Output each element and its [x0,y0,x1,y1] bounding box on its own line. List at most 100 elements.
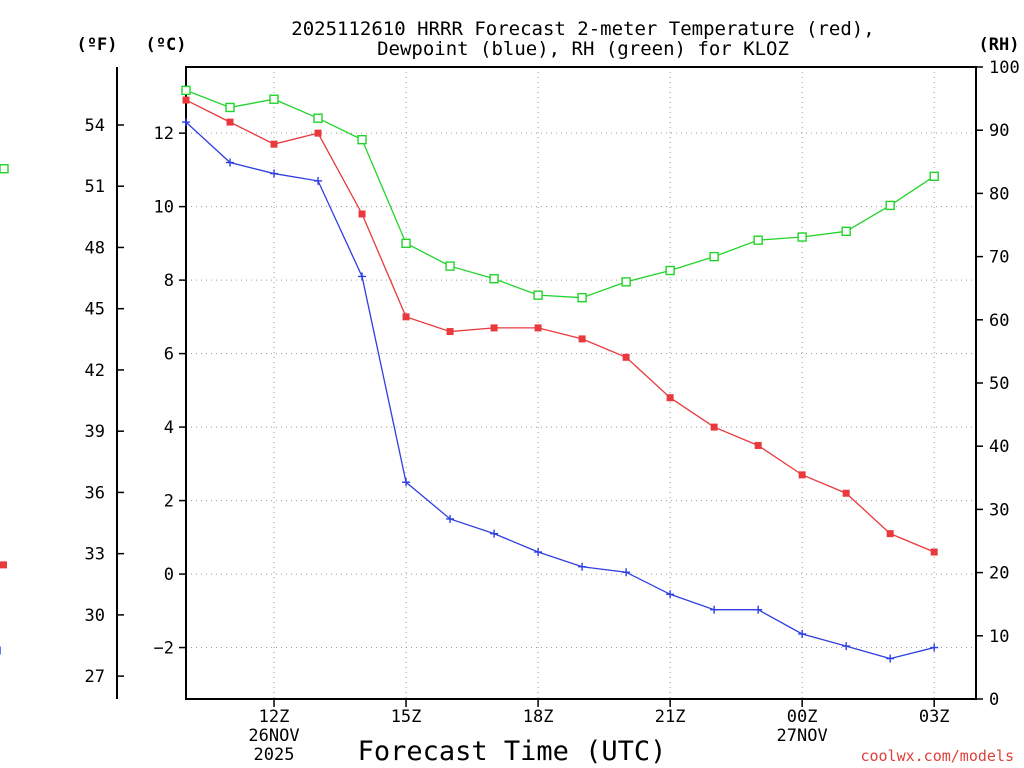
dewpoint-point [446,514,455,523]
chart-title-line2: Dewpoint (blue), RH (green) for KLOZ [377,38,789,60]
rh-point [533,290,543,300]
rh-point [225,102,235,113]
rh-tick-label: 100 [989,58,1020,78]
rh-point [797,232,807,242]
temperature-point [490,324,498,332]
temperature-point [710,423,718,431]
dewpoint-point [798,629,807,638]
plot-frame [185,66,977,700]
series-layer [0,85,939,663]
dewpoint-point [314,176,323,185]
fahrenheit-tick-label: 48 [85,238,105,258]
x-tick-label: 03Z [919,707,950,727]
dewpoint-point [270,169,279,178]
rh-point [181,85,191,96]
rh-tick-label: 90 [989,121,1009,141]
x-tick-label: 18Z [523,707,554,727]
rh-tick-label: 30 [989,500,1009,520]
x-tick-label: 15Z [391,707,422,727]
celsius-tick-label: 8 [164,271,174,291]
rh-point [709,251,719,262]
dewpoint-point [930,643,939,652]
celsius-tick-label: 4 [164,418,174,438]
rh-tick-label: 20 [989,564,1009,584]
dewpoint-point [886,654,895,663]
chart-title-line1: 2025112610 HRRR Forecast 2-meter Tempera… [291,18,874,40]
rh-point [841,226,851,237]
dewpoint-point [182,118,190,127]
fahrenheit-tick-label: 30 [85,606,105,626]
fahrenheit-tick-label: 36 [85,483,105,503]
temperature-point [930,548,938,556]
rh-point [577,292,587,303]
dewpoint-point [402,478,411,487]
dewpoint-point [578,562,587,571]
rh-tick-label: 70 [989,248,1009,268]
celsius-tick-label: 12 [154,124,174,144]
rh-tick-label: 0 [989,690,999,710]
dewpoint-point [842,642,851,651]
celsius-tick-label: 6 [164,345,174,365]
temperature-point [798,471,806,479]
dewpoint-line [185,121,935,660]
x-tick-label: 21Z [655,707,686,727]
dewpoint-point [490,529,499,538]
dewpoint-point [622,568,631,577]
fahrenheit-tick-label: 33 [85,545,105,565]
rh-point [929,171,939,182]
x-tick-year-label: 2025 [254,745,295,765]
dewpoint-point [754,605,763,614]
rh-tick-label: 60 [989,311,1009,331]
rh-point [753,235,763,245]
fahrenheit-tick-label: 27 [85,667,105,687]
rh-unit-label: (RH) [979,35,1020,55]
grid [186,67,976,699]
rh-point [489,274,499,284]
temperature-point [446,328,454,336]
celsius-tick-label: 10 [154,198,174,218]
x-tick-date-label: 26NOV [248,726,299,746]
rh-tick-label: 50 [989,374,1009,394]
temperature-line [185,99,935,553]
rh-tick-label: 80 [989,184,1009,204]
fahrenheit-tick-label: 54 [85,116,105,136]
dewpoint-point [226,158,235,167]
rh-point [885,200,895,211]
celsius-unit-label: (ºC) [146,35,187,55]
temperature-point [622,353,630,361]
celsius-tick-label: −2 [154,639,174,659]
celsius-tick-label: 0 [164,565,174,585]
dewpoint-point [710,605,719,614]
rh-point [621,277,631,287]
rh-point [401,238,411,249]
rh-point [269,94,279,104]
fahrenheit-tick-label: 45 [85,300,105,320]
x-tick-label: 00Z [787,707,818,727]
temperature-point [0,561,7,569]
temperature-point [402,313,410,321]
temperature-point [754,441,762,449]
rh-line [185,89,935,299]
temperature-point [314,129,322,137]
temperature-point [886,530,894,538]
rh-point [445,261,455,271]
fahrenheit-unit-label: (ºF) [77,35,118,55]
temperature-point [842,489,850,497]
fahrenheit-tick-label: 39 [85,422,105,442]
temperature-point [226,118,234,126]
rh-point [0,164,9,174]
temperature-point [578,335,586,343]
x-tick-date-label: 27NOV [777,726,828,746]
temperature-point [666,394,674,402]
rh-point [665,265,675,276]
rh-tick-label: 40 [989,437,1009,457]
celsius-tick-label: 2 [164,492,174,512]
dewpoint-point [666,590,675,599]
fahrenheit-tick-label: 42 [85,361,105,381]
fahrenheit-tick-label: 51 [85,177,105,197]
temperature-point [182,96,190,104]
rh-point [313,113,323,123]
x-axis-label: Forecast Time (UTC) [358,736,667,767]
dewpoint-point [358,272,367,281]
